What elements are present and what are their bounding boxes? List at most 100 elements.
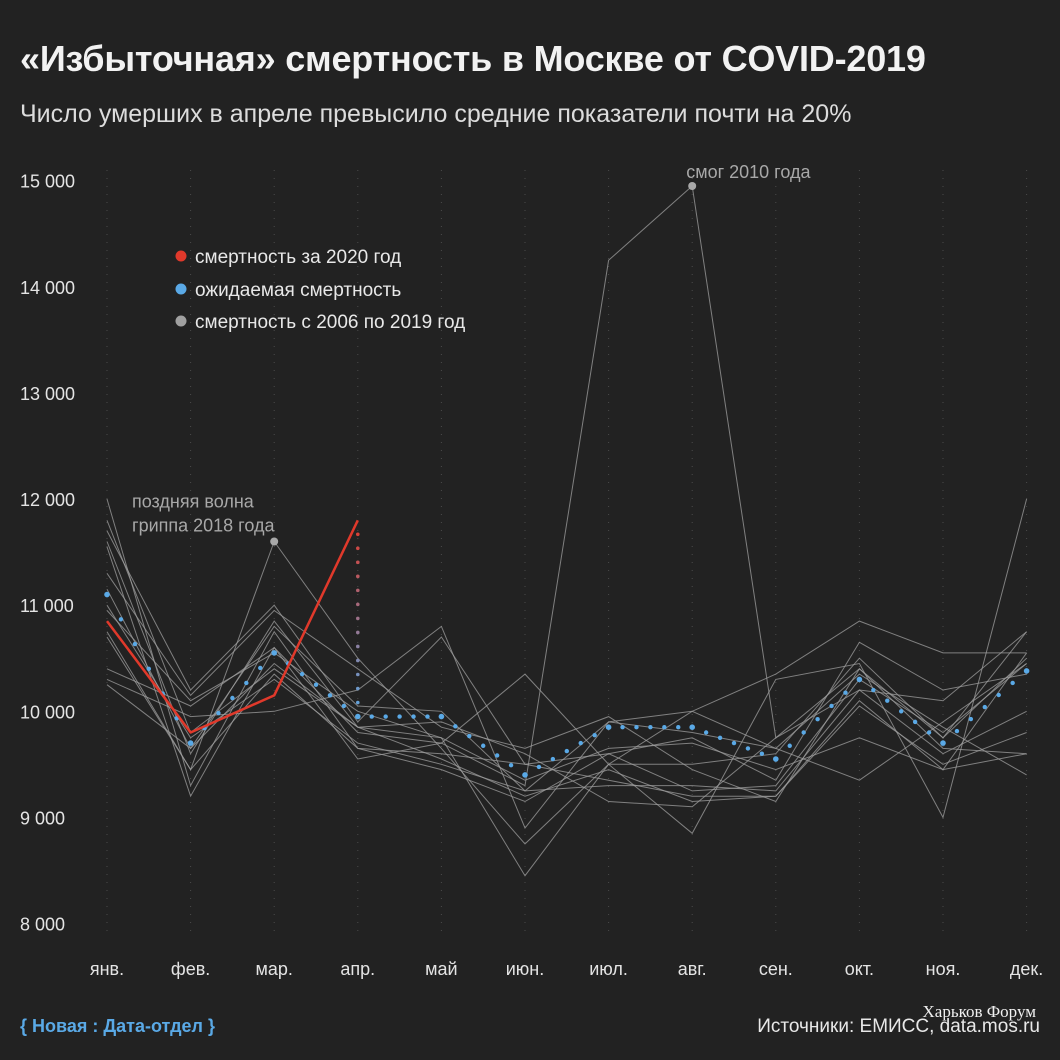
x-tick-label: авг. <box>678 959 707 979</box>
expected-dot <box>996 692 1001 698</box>
expected-dot <box>801 730 806 735</box>
expected-dot <box>815 717 820 722</box>
historical-line-9 <box>106 646 1027 776</box>
expected-point <box>605 724 612 730</box>
expected-point <box>940 740 946 746</box>
x-tick-label: июн. <box>506 959 545 979</box>
excess-gap-dot <box>356 686 360 691</box>
excess-gap-dot <box>356 616 360 621</box>
expected-dot <box>369 714 374 719</box>
y-tick-label: 9 000 <box>20 808 65 828</box>
annotation-label-0: поздняя волна <box>132 491 255 511</box>
historical-line-0 <box>106 604 1027 792</box>
expected-dot <box>885 698 890 703</box>
y-tick-label: 13 000 <box>20 384 75 404</box>
x-tick-label: сен. <box>759 959 793 979</box>
expected-dot <box>244 680 249 686</box>
expected-dot <box>759 751 765 756</box>
sources-note: Источники: ЕМИСС, data.mos.ru <box>757 1016 1040 1037</box>
expected-point <box>1023 668 1030 674</box>
watermark: Харьков Форум <box>922 1002 1037 1021</box>
excess-gap-dot <box>356 644 360 649</box>
expected-dot <box>634 724 639 730</box>
legend-item-expected: ожидаемая смертность <box>175 280 401 301</box>
expected-dot <box>787 743 792 748</box>
expected-dot <box>146 666 151 672</box>
expected-dot <box>258 665 263 671</box>
legend-label-expected: ожидаемая смертность <box>195 280 401 301</box>
expected-dot <box>118 617 124 622</box>
expected-point <box>187 740 194 746</box>
historical-line-10 <box>106 631 1027 803</box>
expected-dot <box>453 724 458 729</box>
expected-dot <box>536 764 542 770</box>
historical-line-11 <box>106 573 1027 803</box>
annotation-layer: поздняя волна гриппа 2018 года смог 2010 г… <box>132 162 811 546</box>
expected-dot <box>550 756 556 762</box>
expected-point <box>689 724 695 730</box>
expected-dot <box>564 748 569 754</box>
y-tick-label: 14 000 <box>20 278 75 298</box>
x-tick-label: мар. <box>255 959 292 979</box>
legend-marker-expected <box>175 283 187 295</box>
legend-item-2020: смертность за 2020 год <box>175 247 401 268</box>
excess-gap-dot <box>356 560 360 565</box>
expected-dot <box>508 763 514 768</box>
expected-dot <box>982 704 987 710</box>
expected-dot <box>327 693 333 698</box>
expected-dot <box>731 740 737 746</box>
expected-dot <box>703 730 709 735</box>
annotation-marker-0 <box>270 537 279 546</box>
excess-gap-dot <box>356 532 360 537</box>
x-tick-label: окт. <box>845 959 874 979</box>
legend-marker-historical <box>175 315 187 327</box>
mortality-line-chart: 8 000 9 000 10 000 11 000 12 000 13 000 14 000… <box>20 162 1043 979</box>
expected-dot <box>481 743 486 748</box>
y-tick-label: 15 000 <box>20 172 75 192</box>
y-tick-label: 11 000 <box>20 596 74 616</box>
historical-line-7 <box>106 620 1027 829</box>
x-tick-label: дек. <box>1010 959 1043 979</box>
excess-gap-dot <box>356 588 360 593</box>
historical-line-13 <box>106 588 1027 792</box>
historical-line-6 <box>106 540 1027 845</box>
excess-gap-dot <box>356 672 360 677</box>
expected-point <box>271 650 278 656</box>
historical-line-12 <box>106 610 1028 781</box>
page-title: «Избыточная» смертность в Москве от COVI… <box>20 38 926 79</box>
expected-dot <box>313 682 319 687</box>
expected-dot <box>1010 680 1015 686</box>
excess-gap-dot <box>356 602 360 607</box>
historical-line-1 <box>106 520 1027 803</box>
brand-logo: { Новая : Дата-отдел } <box>20 1016 215 1036</box>
expected-dot <box>230 695 235 701</box>
expected-dot <box>299 671 305 677</box>
actual-2020-line <box>106 519 359 734</box>
excess-gap-dot <box>356 574 360 579</box>
annotation-marker-1 <box>688 182 697 191</box>
expected-dot <box>662 724 667 730</box>
expected-dot <box>578 740 583 746</box>
x-axis-ticks: янв. фев. мар. апр. май июн. июл. авг. сен. окт. н… <box>90 959 1043 979</box>
y-tick-label: 8 000 <box>20 915 65 935</box>
chart-legend: смертность за 2020 год ожидаемая смертно… <box>175 247 465 333</box>
expected-dot <box>745 746 751 751</box>
expected-dot <box>216 710 221 716</box>
historical-line-3 <box>106 185 1027 798</box>
expected-dot <box>425 714 430 719</box>
expected-point <box>104 591 110 598</box>
expected-dot <box>926 730 932 735</box>
expected-dot <box>494 753 500 758</box>
expected-dot <box>132 641 138 647</box>
annotation-label-0: гриппа 2018 года <box>132 515 275 535</box>
expected-point <box>522 772 528 778</box>
expected-dot <box>411 714 416 719</box>
excess-gap-dot <box>356 630 360 635</box>
y-tick-label: 12 000 <box>20 490 75 510</box>
expected-dot <box>843 690 848 695</box>
y-axis-ticks: 8 000 9 000 10 000 11 000 12 000 13 000 14 000… <box>20 172 75 935</box>
x-tick-label: апр. <box>340 959 375 979</box>
expected-dot <box>341 703 347 709</box>
expected-dot <box>899 709 904 714</box>
expected-dot <box>383 714 388 719</box>
